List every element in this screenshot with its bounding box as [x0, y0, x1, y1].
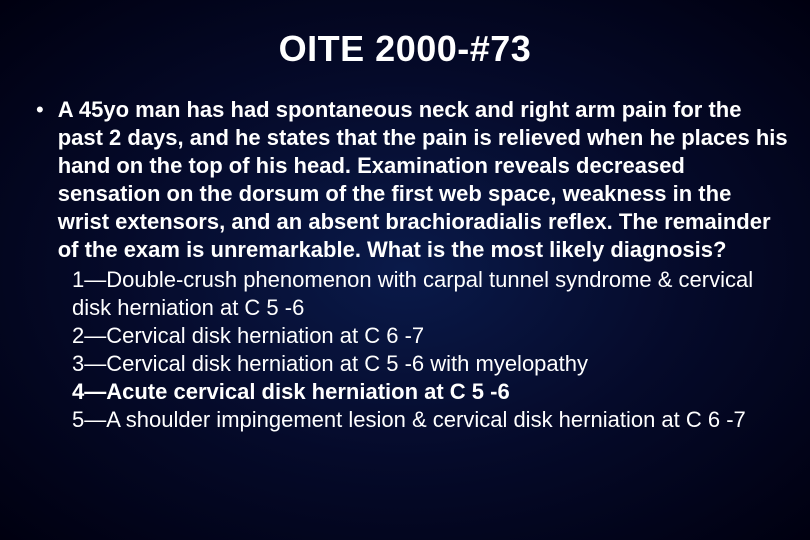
answer-5: 5—A shoulder impingement lesion & cervic… — [72, 406, 788, 434]
answer-4: 4—Acute cervical disk herniation at C 5 … — [72, 378, 788, 406]
answer-2: 2—Cervical disk herniation at C 6 -7 — [72, 322, 788, 350]
slide-title: OITE 2000-#73 — [22, 28, 788, 70]
question-text: A 45yo man has had spontaneous neck and … — [58, 96, 788, 264]
answer-3: 3—Cervical disk herniation at C 5 -6 wit… — [72, 350, 788, 378]
bullet-icon: • — [36, 96, 44, 124]
question-row: • A 45yo man has had spontaneous neck an… — [22, 96, 788, 264]
answer-1: 1—Double-crush phenomenon with carpal tu… — [72, 266, 788, 322]
answers-block: 1—Double-crush phenomenon with carpal tu… — [22, 266, 788, 435]
